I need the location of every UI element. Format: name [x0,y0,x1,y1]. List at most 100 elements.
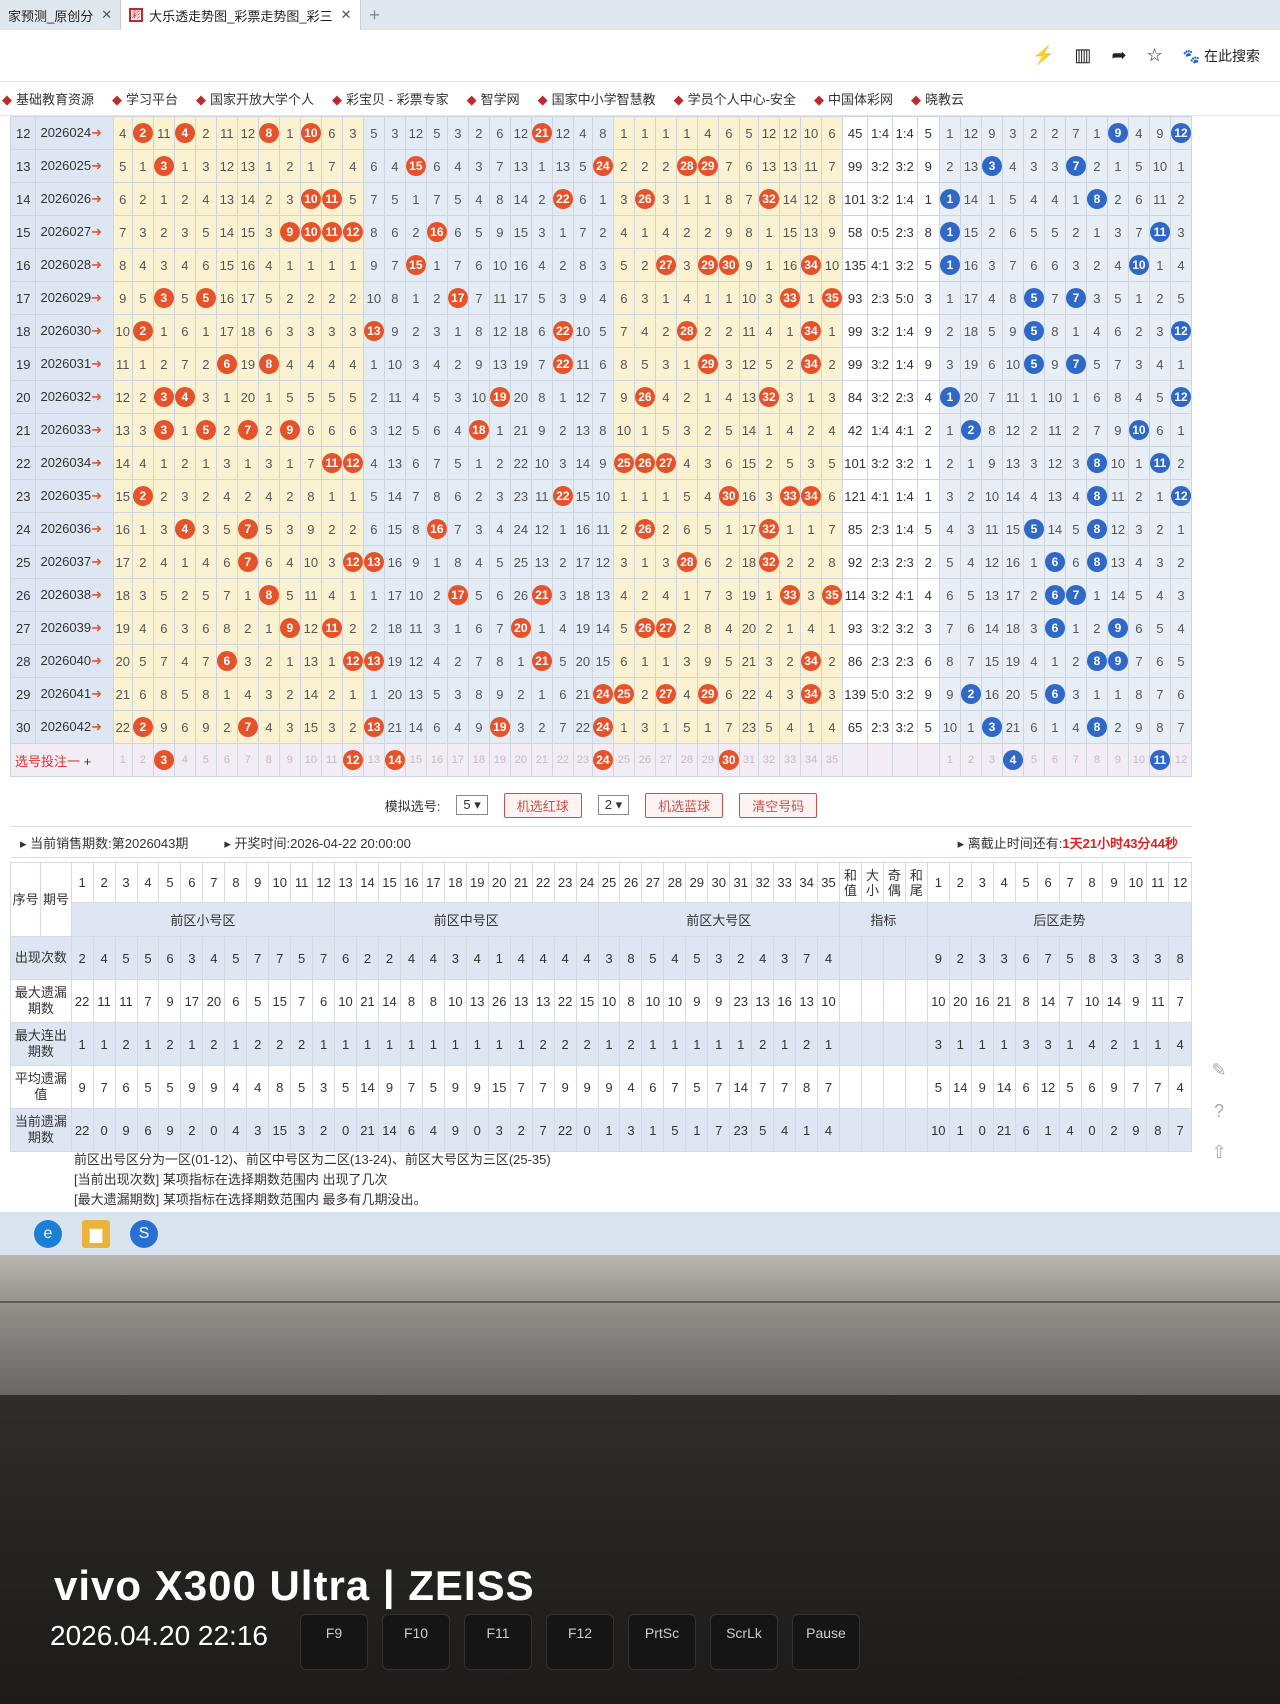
select-back-cell[interactable]: 2 [959,743,982,777]
bookmark-item[interactable]: ◆ 国家开放大学个人 [196,89,314,108]
random-red-button[interactable]: 机选红球 [503,792,582,818]
select-front-cell[interactable]: 4 [173,743,196,777]
front-cell: 24 [591,149,614,183]
select-front-cell[interactable]: 15 [404,743,427,777]
select-front-cell[interactable]: 13 [362,743,385,777]
select-front-cell[interactable]: 20 [509,743,532,777]
lightning-icon[interactable]: ⚡ [1032,45,1055,65]
share-icon[interactable]: ➦ [1111,45,1127,65]
select-front-cell[interactable]: 5 [194,743,217,777]
period-cell[interactable]: 2026037➜ [35,545,114,579]
period-cell[interactable]: 2026039➜ [35,611,114,645]
select-front-cell[interactable]: 27 [654,743,677,777]
bookmark-item[interactable]: ◆ 学员个人中心-安全 [674,89,796,108]
help-icon[interactable]: ? [1213,1101,1224,1121]
bookmark-item[interactable]: ◆ 晓教云 [911,89,964,108]
period-cell[interactable]: 2026025➜ [35,149,114,183]
select-front-cell[interactable]: 7 [236,743,259,777]
folder-icon[interactable]: ▆ [82,1219,110,1248]
period-cell[interactable]: 2026027➜ [35,215,114,249]
select-front-cell[interactable]: 1 [112,743,133,777]
select-front-cell[interactable]: 32 [757,743,780,777]
select-back-cell[interactable]: 11 [1148,743,1171,777]
period-cell[interactable]: 2026032➜ [35,380,114,414]
select-front-cell[interactable]: 31 [738,743,759,777]
select-front-cell[interactable]: 21 [530,743,553,777]
select-back-cell[interactable]: 4 [1001,743,1024,777]
select-back-cell[interactable]: 6 [1043,743,1066,777]
bookmark-item[interactable]: ◆ 学习平台 [112,89,178,108]
close-icon[interactable]: ✕ [340,7,352,22]
new-tab-button[interactable]: + [369,5,380,25]
select-front-cell[interactable]: 28 [675,743,698,777]
select-front-cell[interactable]: 3 [152,743,175,777]
select-front-cell[interactable]: 24 [591,743,614,777]
select-front-cell[interactable]: 30 [717,743,740,777]
period-cell[interactable]: 2026035➜ [35,479,114,513]
app-icon[interactable]: S [130,1219,158,1248]
search-box[interactable]: 🐾 在此搜索 [1183,46,1260,66]
front-cell: 11 [299,578,322,612]
top-icon[interactable]: ⇧ [1211,1142,1227,1162]
select-front-cell[interactable]: 10 [299,743,322,777]
period-cell[interactable]: 2026028➜ [35,248,114,282]
select-back-cell[interactable]: 3 [980,743,1003,777]
random-blue-button[interactable]: 机选蓝球 [645,792,724,818]
select-front-cell[interactable]: 23 [572,743,593,777]
bookmark-item[interactable]: ◆ 国家中小学智慧教 [538,89,656,108]
period-cell[interactable]: 2026041➜ [35,677,114,711]
select-front-cell[interactable]: 34 [799,743,822,777]
select-front-cell[interactable]: 33 [778,743,801,777]
browser-tab[interactable]: 家预测_原创分 ✕ [0,0,122,30]
clear-button[interactable]: 清空号码 [739,792,818,818]
select-front-cell[interactable]: 19 [488,743,511,777]
blue-count-select[interactable]: 2 ▾ [597,795,630,815]
front-cell: 3 [194,149,217,183]
period-cell[interactable]: 2026034➜ [35,446,114,480]
edge-icon[interactable]: e [34,1219,62,1248]
select-front-cell[interactable]: 14 [383,743,406,777]
select-front-cell[interactable]: 35 [820,743,843,777]
select-label[interactable]: 选号投注一 + [10,743,114,777]
period-cell[interactable]: 2026042➜ [35,710,114,744]
select-front-cell[interactable]: 18 [467,743,490,777]
red-count-select[interactable]: 5 ▾ [456,795,488,815]
select-front-cell[interactable]: 29 [696,743,719,777]
period-cell[interactable]: 2026033➜ [35,413,114,447]
select-front-cell[interactable]: 6 [215,743,238,777]
edit-icon[interactable]: ✎ [1211,1060,1227,1080]
select-back-cell[interactable]: 12 [1169,743,1193,777]
star-icon[interactable]: ☆ [1146,45,1163,65]
period-cell[interactable]: 2026038➜ [35,578,114,612]
select-back-cell[interactable]: 10 [1127,743,1150,777]
period-cell[interactable]: 2026040➜ [35,644,114,678]
bookmark-item[interactable]: ◆ 智学网 [467,89,520,108]
select-front-cell[interactable]: 22 [551,743,574,777]
period-cell[interactable]: 2026024➜ [35,116,114,150]
period-cell[interactable]: 2026029➜ [35,281,114,315]
select-front-cell[interactable]: 12 [341,743,364,777]
bookmark-item[interactable]: ◆ 彩宝贝 - 彩票专家 [332,89,449,108]
period-cell[interactable]: 2026026➜ [35,182,114,216]
select-front-cell[interactable]: 11 [320,743,343,777]
select-back-cell[interactable]: 9 [1106,743,1129,777]
reader-icon[interactable]: ▥ [1074,45,1092,65]
select-front-cell[interactable]: 16 [425,743,448,777]
select-front-cell[interactable]: 25 [612,743,635,777]
period-cell[interactable]: 2026036➜ [35,512,114,546]
select-back-cell[interactable]: 7 [1064,743,1087,777]
select-front-cell[interactable]: 9 [278,743,301,777]
close-icon[interactable]: ✕ [101,7,113,22]
select-back-cell[interactable]: 5 [1022,743,1045,777]
select-back-cell[interactable]: 8 [1085,743,1108,777]
select-front-cell[interactable]: 26 [633,743,656,777]
bookmark-item[interactable]: ◆ 中国体彩网 [814,89,893,108]
select-back-cell[interactable]: 1 [938,743,961,777]
period-cell[interactable]: 2026031➜ [35,347,114,381]
bookmark-item[interactable]: ◆ 基础教育资源 [2,89,94,108]
browser-tab[interactable]: 彩大乐透走势图_彩票走势图_彩三 ✕ [121,0,361,30]
select-front-cell[interactable]: 17 [446,743,469,777]
select-front-cell[interactable]: 8 [257,743,280,777]
period-cell[interactable]: 2026030➜ [35,314,114,348]
select-front-cell[interactable]: 2 [131,743,154,777]
